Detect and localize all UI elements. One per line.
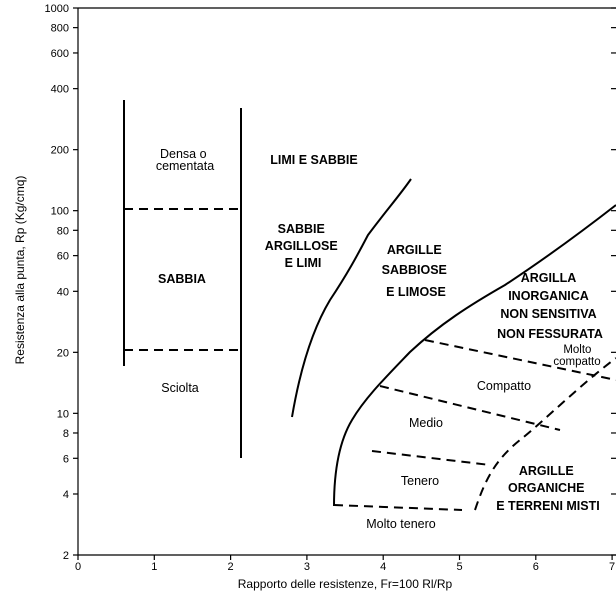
label-argille-sabbiose: ARGILLE SABBIOSE E LIMOSE (382, 243, 451, 299)
x-tick-label: 2 (228, 561, 234, 573)
y-tick-label: 2 (63, 550, 69, 562)
label-argilla-inorganica: ARGILLA INORGANICA NON SENSITIVA NON FES… (497, 271, 603, 341)
x-tick-label: 6 (533, 561, 539, 573)
label-sabbie-argillose: SABBIE ARGILLOSE E LIMI (265, 222, 341, 270)
boundary-medio-tenero (371, 450, 491, 466)
y-tick-label: 80 (57, 225, 69, 237)
boundary-lines (123, 100, 616, 511)
label-molto-tenero: Molto tenero (366, 517, 436, 531)
x-tick-label: 0 (75, 561, 81, 573)
label-compatto: Compatto (477, 379, 531, 393)
boundary-organiche (474, 357, 616, 511)
label-sciolta: Sciolta (161, 381, 199, 395)
x-tick-label: 7 (609, 561, 615, 573)
label-tenero: Tenero (401, 474, 439, 488)
label-medio: Medio (409, 416, 443, 430)
y-tick-label: 4 (63, 489, 69, 501)
label-molto-compatto: Molto compatto (553, 344, 600, 368)
x-axis-title: Rapporto delle resistenze, Fr=100 Rl/Rp (238, 577, 453, 591)
y-tick-label: 40 (57, 286, 69, 298)
y-tick-label: 800 (51, 23, 69, 35)
y-tick-label: 6 (63, 453, 69, 465)
y-tick-label: 100 (51, 206, 69, 218)
y-tick-label: 400 (51, 84, 69, 96)
y-tick-label: 600 (51, 48, 69, 60)
y-tick-label: 60 (57, 251, 69, 263)
x-tick-label: 3 (304, 561, 310, 573)
label-limi-sabbie: LIMI E SABBIE (270, 153, 358, 167)
boundary-limi-sabbie (291, 178, 412, 418)
boundary-argille-curve (333, 204, 616, 507)
y-tick-label: 200 (51, 145, 69, 157)
label-argille-organiche: ARGILLE ORGANICHE E TERRENI MISTI (496, 464, 599, 513)
x-axis-ticks: 0 1 2 3 4 5 6 7 (75, 555, 615, 573)
boundary-compatto-medio (379, 385, 561, 431)
boundary-tenero-molto-tenero (333, 504, 463, 511)
y-axis-ticks: 1000 800 600 400 200 100 80 60 40 20 10 8 6 4 2 (45, 3, 616, 562)
label-sabbia: SABBIA (158, 272, 206, 286)
y-tick-label: 1000 (45, 3, 69, 15)
y-tick-label: 20 (57, 347, 69, 359)
x-tick-label: 1 (151, 561, 157, 573)
label-densa: Densa o cementata (156, 147, 214, 173)
region-labels: Densa o cementata SABBIA Sciolta LIMI E … (156, 147, 603, 531)
y-tick-label: 10 (57, 408, 69, 420)
x-tick-label: 5 (456, 561, 462, 573)
x-tick-label: 4 (380, 561, 386, 573)
y-tick-label: 8 (63, 428, 69, 440)
y-axis-title: Resistenza alla punta, Rp (Kg/cmq) (13, 176, 27, 365)
boundary-molto-compatto (424, 339, 616, 381)
